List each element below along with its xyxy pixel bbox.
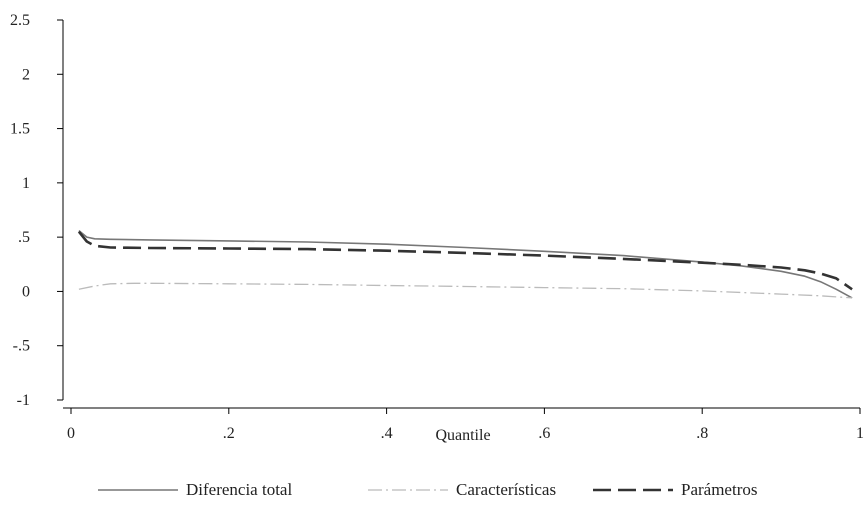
y-tick-label: 2	[22, 66, 30, 83]
y-tick-label: 1	[22, 175, 30, 192]
x-axis: 0 .2 .4 .6 .8 1	[63, 407, 864, 442]
y-tick-label: 1.5	[10, 121, 30, 138]
x-tick-label: .2	[223, 425, 235, 442]
legend-label-2: Características	[456, 480, 556, 499]
legend-label-3: Parámetros	[681, 480, 757, 499]
y-tick-label: 0	[22, 283, 30, 300]
x-tick-label: .8	[696, 425, 708, 442]
y-tick-label: -.5	[13, 338, 30, 355]
series-line-3	[77, 230, 853, 291]
y-ticks: 2.521.51.50-.5-1	[10, 12, 63, 409]
x-axis-title: Quantile	[435, 427, 490, 444]
y-tick-label: .5	[18, 229, 30, 246]
x-tick-label: 0	[67, 425, 75, 442]
y-tick-label: 2.5	[10, 12, 30, 29]
x-tick-label: .4	[381, 425, 393, 442]
series-lines	[77, 229, 853, 299]
series-line-1	[78, 229, 853, 299]
x-tick-label: 1	[856, 425, 864, 442]
x-tick-label: .6	[538, 425, 550, 442]
series-line-2	[78, 282, 853, 299]
legend-label-1: Diferencia total	[186, 480, 292, 499]
legend: Diferencia total Características Parámetro…	[98, 480, 757, 499]
x-ticks: 0 .2 .4 .6 .8 1	[67, 408, 864, 442]
y-tick-label: -1	[17, 392, 30, 409]
y-axis: 2.521.51.50-.5-1	[10, 12, 64, 409]
